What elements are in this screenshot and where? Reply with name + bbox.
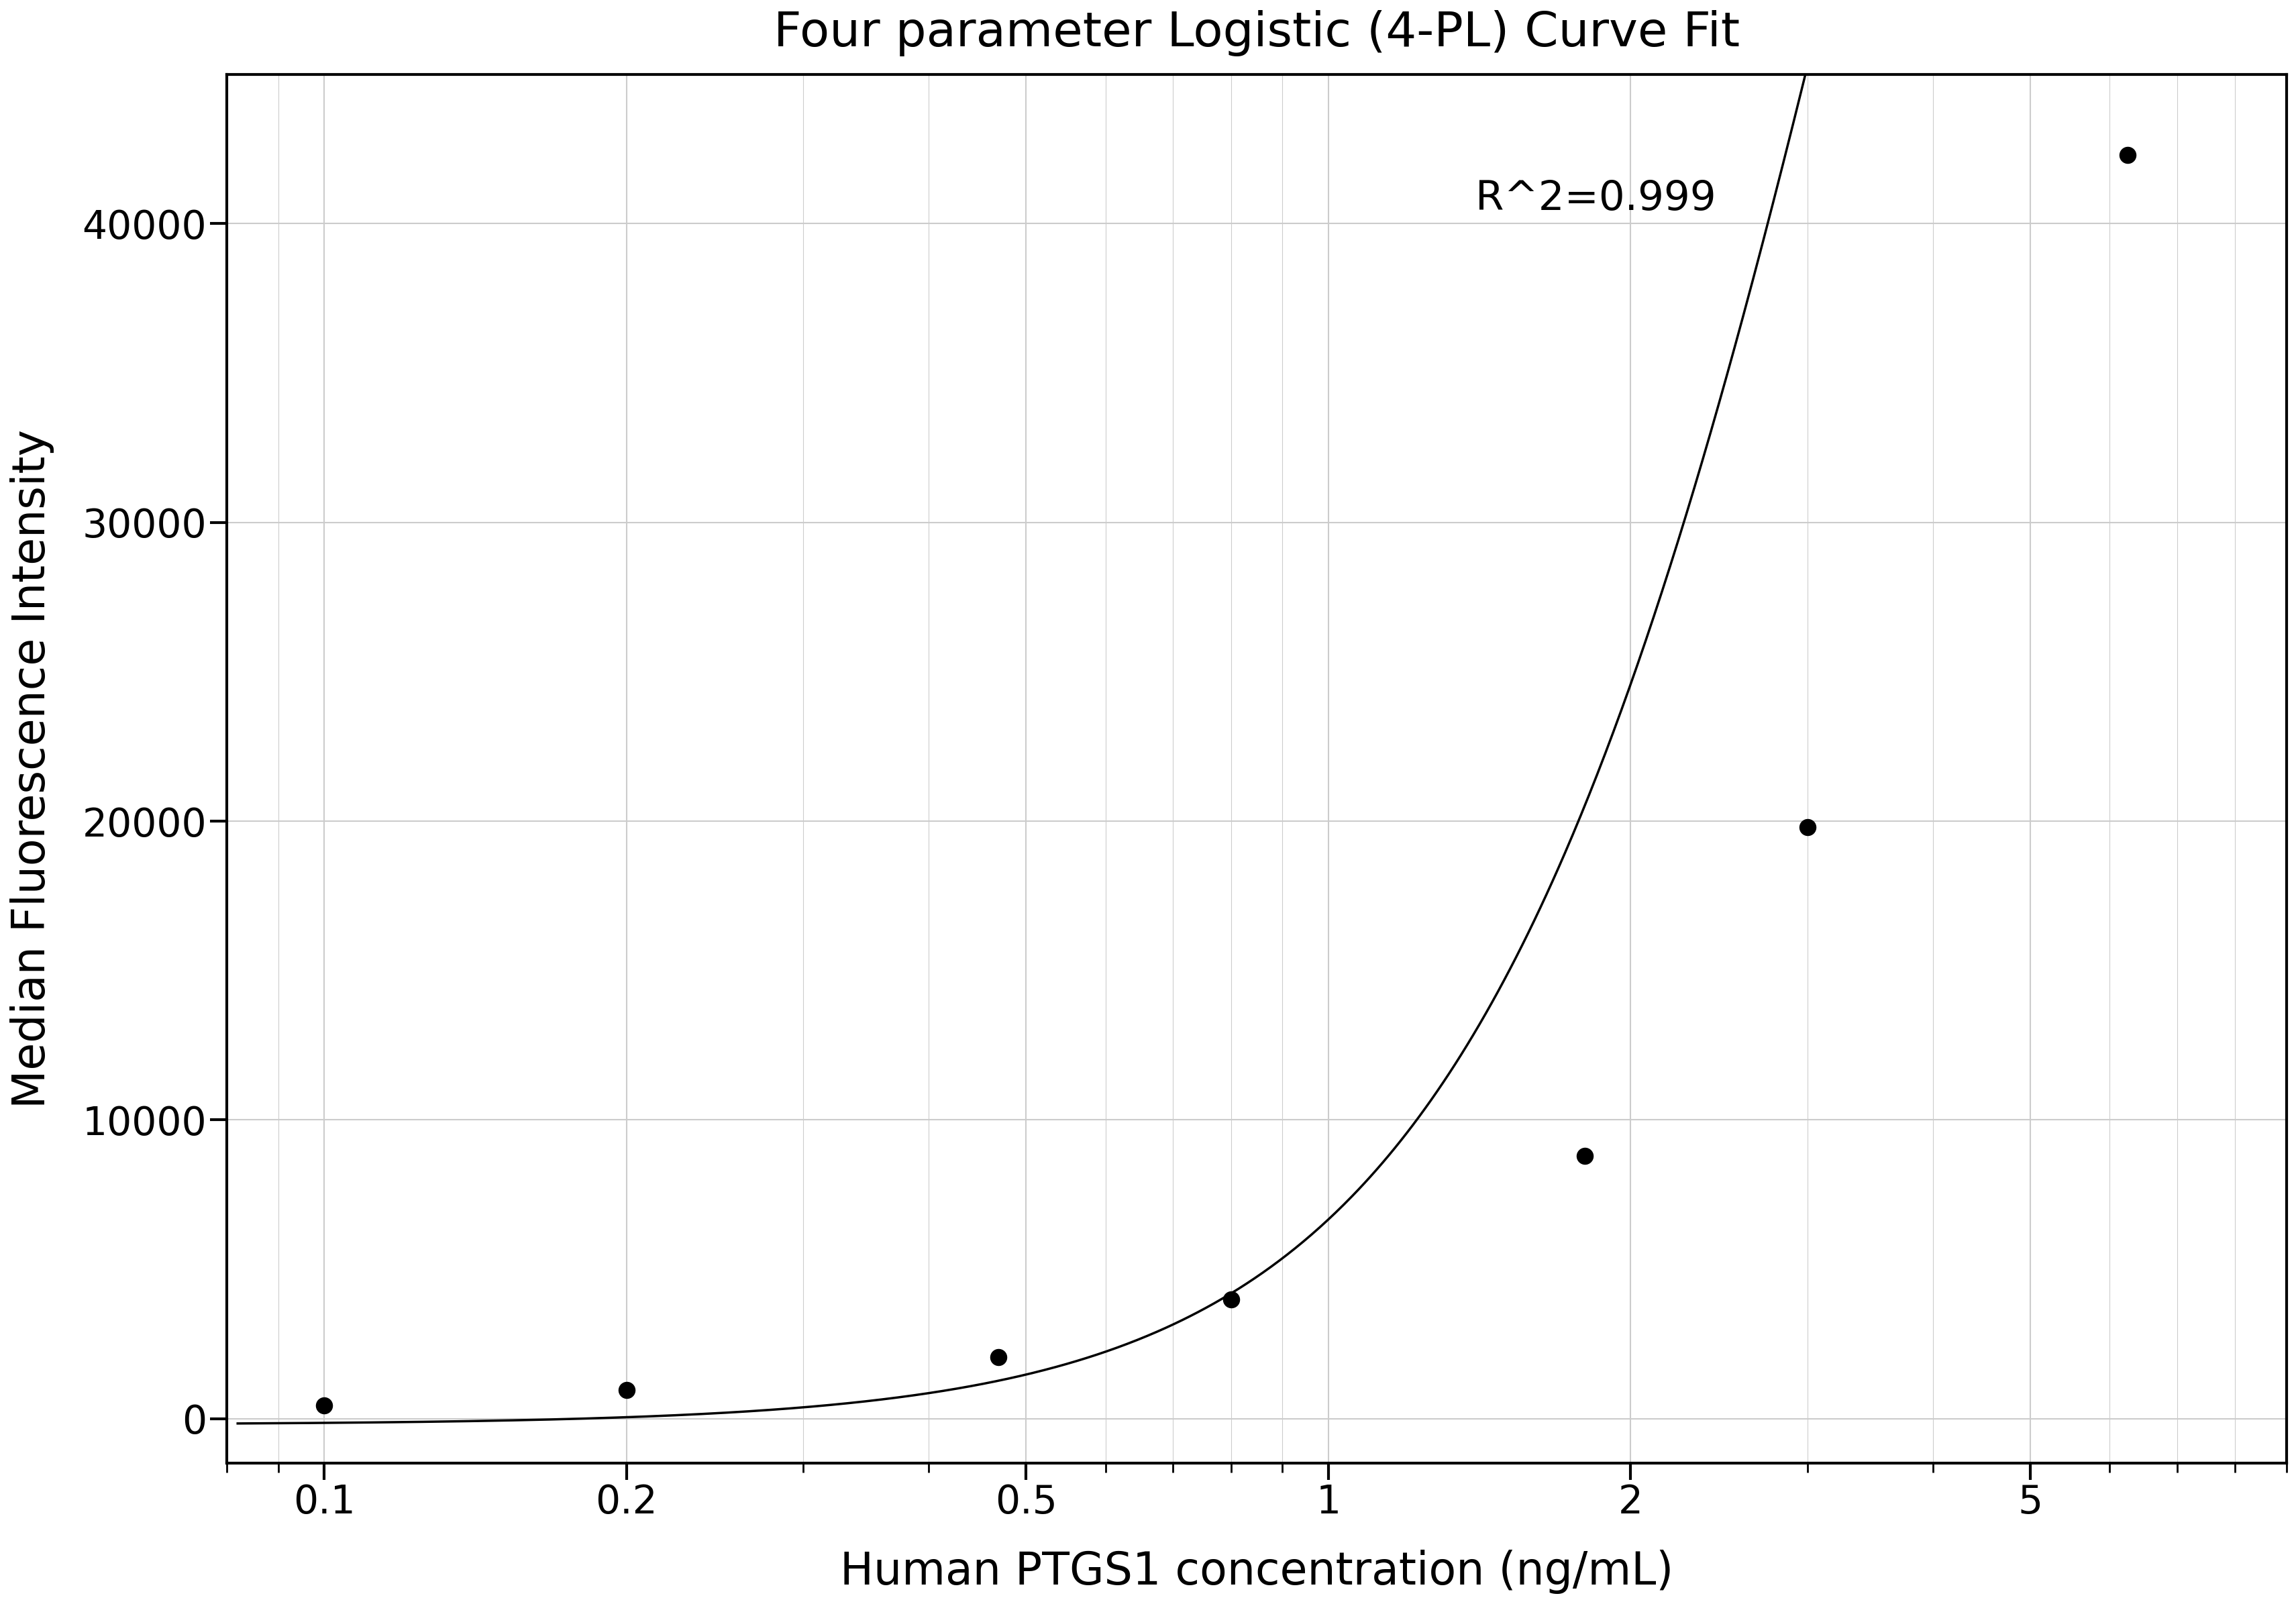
Point xyxy=(1212,1286,1249,1312)
Point xyxy=(1566,1144,1603,1169)
Text: R^2=0.999: R^2=0.999 xyxy=(1474,178,1715,218)
Point xyxy=(305,1392,342,1418)
Point xyxy=(2108,143,2144,168)
Y-axis label: Median Fluorescence Intensity: Median Fluorescence Intensity xyxy=(9,430,55,1108)
Title: Four parameter Logistic (4-PL) Curve Fit: Four parameter Logistic (4-PL) Curve Fit xyxy=(774,10,1740,56)
X-axis label: Human PTGS1 concentration (ng/mL): Human PTGS1 concentration (ng/mL) xyxy=(840,1549,1674,1594)
Point xyxy=(608,1378,645,1404)
Point xyxy=(980,1344,1017,1370)
Point xyxy=(1789,815,1825,840)
